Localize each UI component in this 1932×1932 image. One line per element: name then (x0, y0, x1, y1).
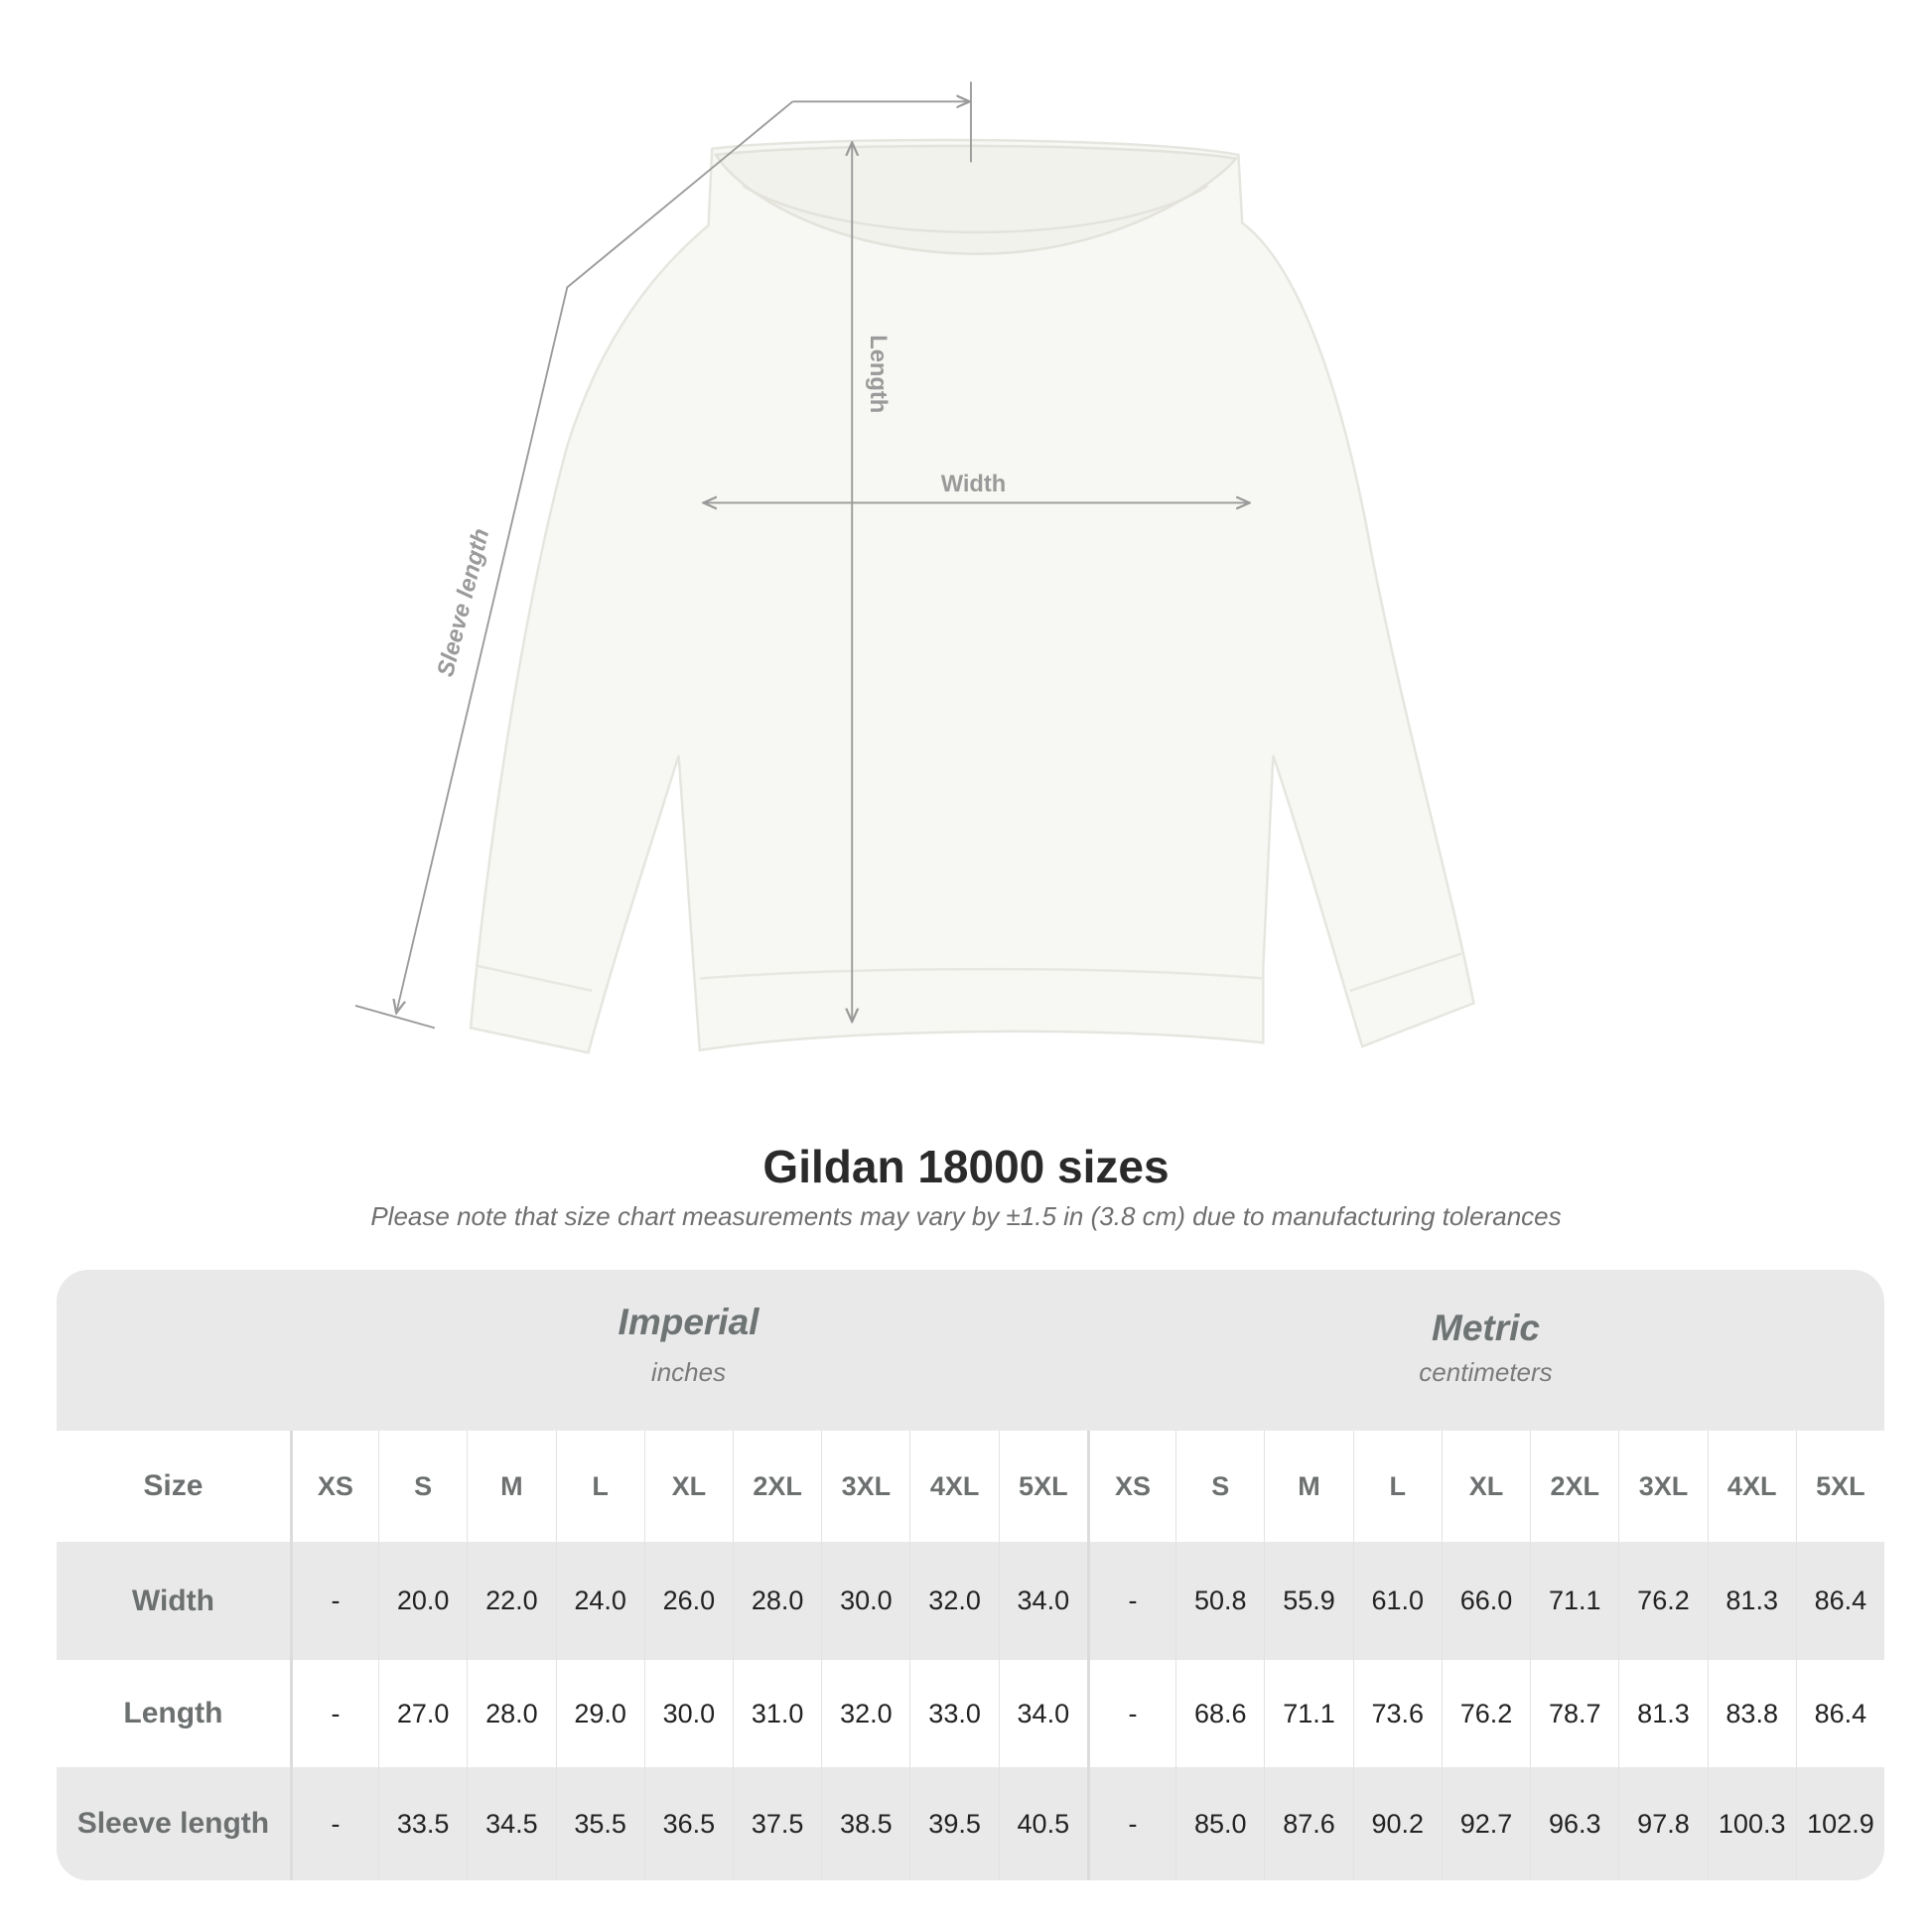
imperial-header: Imperial inches (290, 1270, 1087, 1431)
size-header-cell: 5XL (1795, 1431, 1884, 1542)
metric-value-cell: 78.7 (1530, 1660, 1618, 1767)
imperial-value-cell: 31.0 (733, 1660, 821, 1767)
metric-value-cell: 73.6 (1352, 1660, 1442, 1767)
metric-value-cell: 87.6 (1264, 1767, 1352, 1880)
imperial-value-cell: 32.0 (821, 1660, 909, 1767)
metric-unit: centimeters (1419, 1357, 1553, 1387)
metric-value-cell: 71.1 (1264, 1660, 1352, 1767)
size-header-cell: L (555, 1431, 644, 1542)
metric-value-cell: 66.0 (1441, 1542, 1530, 1660)
sleeve-length-label: Sleeve length (433, 526, 494, 679)
metric-value-cell: 102.9 (1795, 1767, 1884, 1880)
imperial-value-cell: 38.5 (821, 1767, 909, 1880)
size-header-cell: XS (289, 1431, 378, 1542)
table-row-sleeve-length: Sleeve length -33.5 34.5 35.5 36.5 37.5 38.5 39… (57, 1767, 1884, 1880)
imperial-value-cell: 26.0 (643, 1542, 733, 1660)
metric-value-cell: 81.3 (1618, 1660, 1707, 1767)
imperial-value-cell: 24.0 (555, 1542, 644, 1660)
metric-value-cell: 86.4 (1795, 1542, 1884, 1660)
table-row-length: Length -27.0 28.0 29.0 30.0 31.0 32.0 33.0 34.0-… (57, 1660, 1884, 1767)
sleeve-tick-bottom (354, 1005, 436, 1030)
size-header-cell: 2XL (1530, 1431, 1618, 1542)
imperial-value-cell: 27.0 (378, 1660, 467, 1767)
imperial-value-cell: - (289, 1767, 378, 1880)
metric-label: Metric (1432, 1308, 1540, 1348)
metric-value-cell: 83.8 (1707, 1660, 1796, 1767)
metric-value-cell: - (1086, 1660, 1175, 1767)
size-header-cell: 2XL (733, 1431, 821, 1542)
table-row-size: Size XS S M L XL 2XL 3XL 4XL 5XL XS S M L XL 2XL 3XL 4XL 5… (57, 1431, 1884, 1542)
imperial-value-cell: 33.0 (909, 1660, 998, 1767)
imperial-label: Imperial (618, 1302, 759, 1342)
size-header-cell: 4XL (1707, 1431, 1796, 1542)
imperial-value-cell: 28.0 (733, 1542, 821, 1660)
imperial-value-cell: 29.0 (555, 1660, 644, 1767)
metric-value-cell: 96.3 (1530, 1767, 1618, 1880)
metric-header: Metric centimeters (1087, 1270, 1884, 1431)
size-header-cell: S (378, 1431, 467, 1542)
imperial-value-cell: - (289, 1660, 378, 1767)
metric-value-cell: 86.4 (1795, 1660, 1884, 1767)
length-label: Length (865, 335, 891, 413)
metric-value-cell: - (1086, 1542, 1175, 1660)
size-header-cell: 3XL (1618, 1431, 1707, 1542)
size-header-cell: L (1352, 1431, 1442, 1542)
size-header-cell: XL (1441, 1431, 1530, 1542)
imperial-value-cell: 30.0 (643, 1660, 733, 1767)
size-header-cell: XS (1086, 1431, 1175, 1542)
size-header-cell: XL (643, 1431, 733, 1542)
metric-value-cell: - (1086, 1767, 1175, 1880)
metric-value-cell: 61.0 (1352, 1542, 1442, 1660)
row-label: Size (143, 1469, 204, 1502)
metric-value-cell: 90.2 (1352, 1767, 1442, 1880)
imperial-value-cell: 39.5 (909, 1767, 998, 1880)
size-header-cell: M (1264, 1431, 1352, 1542)
size-header-cell: M (467, 1431, 555, 1542)
size-header-cell: S (1175, 1431, 1264, 1542)
metric-value-cell: 81.3 (1707, 1542, 1796, 1660)
metric-value-cell: 76.2 (1441, 1660, 1530, 1767)
imperial-value-cell: 32.0 (909, 1542, 998, 1660)
metric-value-cell: 68.6 (1175, 1660, 1264, 1767)
metric-value-cell: 100.3 (1707, 1767, 1796, 1880)
imperial-value-cell: 35.5 (555, 1767, 644, 1880)
imperial-value-cell: 36.5 (643, 1767, 733, 1880)
imperial-value-cell: 28.0 (467, 1660, 555, 1767)
sleeve-dimension-line (396, 100, 793, 1013)
metric-value-cell: 71.1 (1530, 1542, 1618, 1660)
metric-value-cell: 85.0 (1175, 1767, 1264, 1880)
size-header-cell: 4XL (909, 1431, 998, 1542)
table-row-width: Width -20.0 22.0 24.0 26.0 28.0 30.0 32.0 34.0-5… (57, 1542, 1884, 1660)
row-label: Length (123, 1697, 223, 1729)
imperial-value-cell: 20.0 (378, 1542, 467, 1660)
imperial-value-cell: 34.0 (998, 1542, 1087, 1660)
sweatshirt-image (469, 138, 1475, 1054)
imperial-value-cell: 22.0 (467, 1542, 555, 1660)
imperial-value-cell: 34.0 (998, 1660, 1087, 1767)
imperial-value-cell: 33.5 (378, 1767, 467, 1880)
row-label: Width (131, 1584, 214, 1617)
size-table: Imperial inches Metric centimeters Size X… (57, 1270, 1884, 1880)
imperial-value-cell: 40.5 (998, 1767, 1087, 1880)
imperial-value-cell: 37.5 (733, 1767, 821, 1880)
width-label: Width (941, 472, 1007, 497)
imperial-value-cell: 30.0 (821, 1542, 909, 1660)
page-title: Gildan 18000 sizes (762, 1141, 1170, 1192)
tolerance-note: Please note that size chart measurements… (370, 1201, 1562, 1231)
metric-value-cell: 97.8 (1618, 1767, 1707, 1880)
metric-value-cell: 92.7 (1441, 1767, 1530, 1880)
metric-value-cell: 50.8 (1175, 1542, 1264, 1660)
row-label: Sleeve length (76, 1807, 270, 1840)
size-header-cell: 5XL (998, 1431, 1087, 1542)
imperial-value-cell: - (289, 1542, 378, 1660)
size-header-cell: 3XL (821, 1431, 909, 1542)
imperial-value-cell: 34.5 (467, 1767, 555, 1880)
imperial-unit: inches (650, 1357, 727, 1387)
metric-value-cell: 76.2 (1618, 1542, 1707, 1660)
metric-value-cell: 55.9 (1264, 1542, 1352, 1660)
